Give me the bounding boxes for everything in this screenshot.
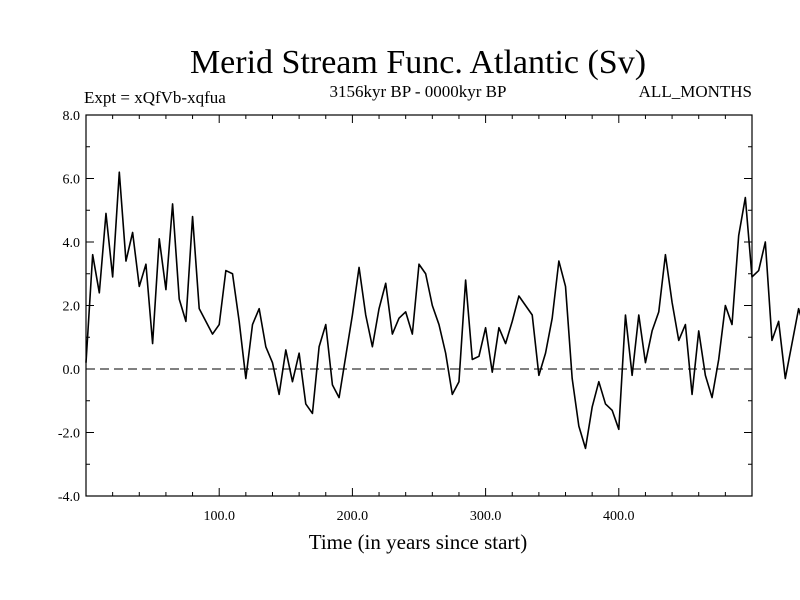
- chart-title: Merid Stream Func. Atlantic (Sv): [190, 44, 646, 81]
- x-tick-label: 400.0: [603, 509, 635, 524]
- y-tick-label: 4.0: [63, 236, 81, 251]
- experiment-label: Expt = xQfVb-xqfua: [84, 88, 226, 107]
- time-range-label: 3156kyr BP - 0000kyr BP: [330, 82, 507, 101]
- x-tick-label: 300.0: [470, 509, 502, 524]
- y-tick-label: -2.0: [58, 427, 80, 442]
- series-line-0: [85, 171, 800, 450]
- x-tick-label: 200.0: [337, 509, 369, 524]
- y-tick-label: 2.0: [63, 300, 81, 315]
- x-axis-label: Time (in years since start): [309, 530, 528, 554]
- months-label: ALL_MONTHS: [639, 82, 752, 101]
- y-tick-label: -4.0: [58, 490, 80, 505]
- x-tick-label: 100.0: [203, 509, 235, 524]
- y-tick-label: 8.0: [63, 109, 81, 124]
- plot-area: -4.0 -2.0 0.0 2.0 4.0 6.0 8.0 100.0 200.0 300.0 40…: [58, 109, 800, 524]
- y-tick-label: 6.0: [63, 173, 81, 188]
- y-tick-label: 0.0: [63, 363, 81, 378]
- plot-frame: [85, 114, 753, 497]
